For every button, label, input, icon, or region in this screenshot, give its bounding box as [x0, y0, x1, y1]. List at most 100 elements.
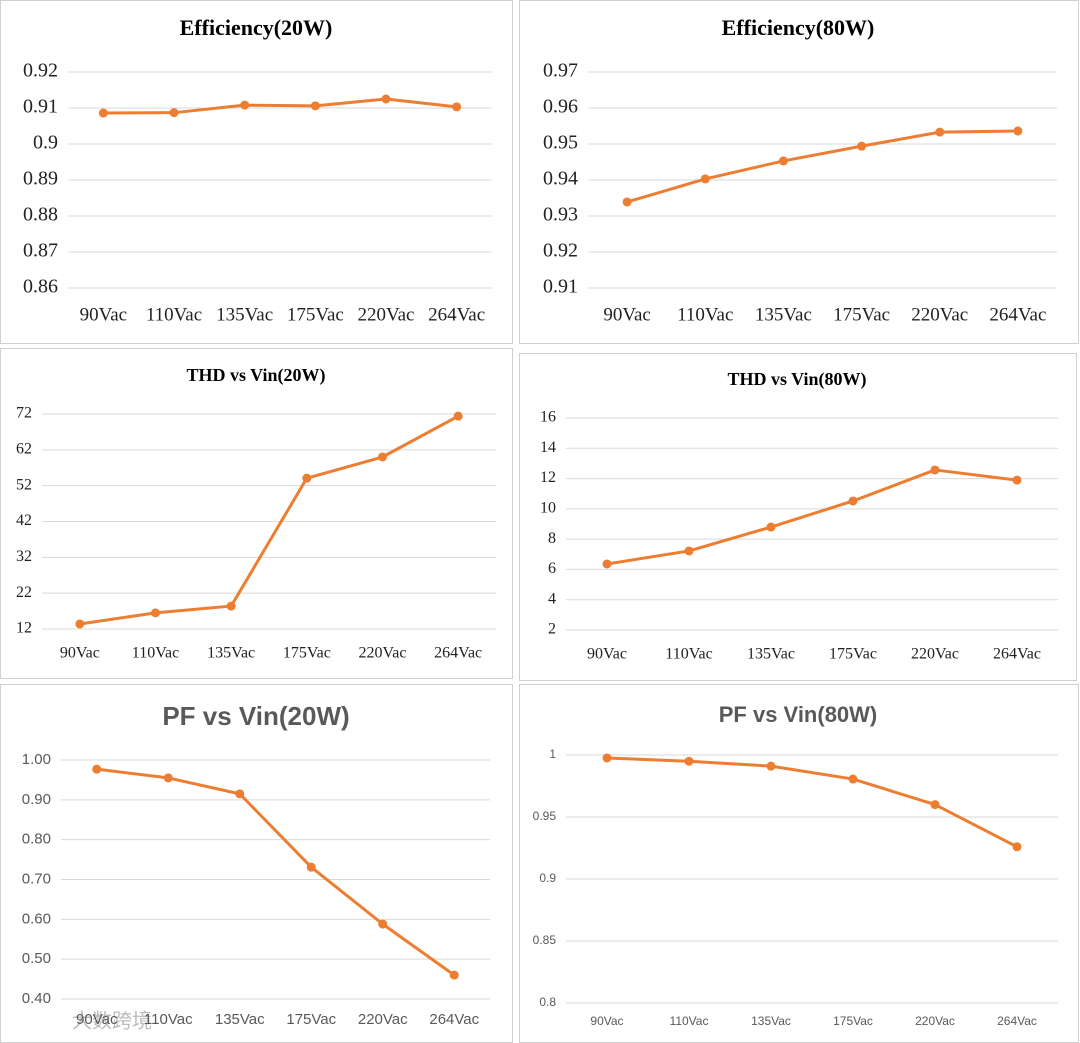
point	[151, 608, 160, 618]
y-tick-label: 0.80	[22, 831, 51, 848]
x-tick-label: 175Vac	[833, 1014, 873, 1028]
line	[79, 414, 459, 626]
y-tick-label: 0.87	[23, 240, 58, 262]
y-tick-label: 2	[548, 621, 556, 638]
point	[778, 156, 788, 166]
y-tick-label: 0.89	[23, 168, 58, 190]
x-tick-label: 135Vac	[216, 304, 273, 325]
y-tick-label: 16	[540, 409, 556, 426]
panel	[519, 684, 1079, 1043]
point	[766, 522, 776, 532]
y-tick-label: 0.92	[543, 240, 578, 262]
point	[684, 756, 694, 766]
point	[235, 789, 245, 799]
point	[240, 100, 250, 110]
point	[378, 452, 387, 462]
point	[98, 108, 108, 118]
point	[700, 174, 710, 184]
point	[1012, 842, 1022, 852]
x-tick-label: 135Vac	[755, 304, 812, 325]
line	[606, 468, 1018, 566]
point	[848, 774, 858, 784]
panel	[0, 0, 513, 344]
x-tick-label: 135Vac	[207, 645, 255, 662]
y-tick-label: 0.9	[539, 871, 556, 885]
x-tick-label: 264Vac	[997, 1014, 1037, 1028]
point	[226, 601, 236, 611]
x-tick-label: 220Vac	[359, 645, 407, 662]
x-tick-label: 110Vac	[665, 646, 712, 663]
y-tick-label: 0.90	[22, 791, 51, 808]
y-tick-label: 0.60	[22, 910, 51, 927]
y-tick-label: 8	[548, 530, 556, 547]
y-tick-label: 42	[16, 512, 32, 529]
point	[602, 559, 612, 569]
y-tick-label: 0.97	[543, 60, 578, 82]
x-tick-label: 135Vac	[747, 646, 795, 663]
point	[766, 761, 776, 771]
y-tick-label: 10	[540, 500, 556, 517]
x-tick-label: 135Vac	[751, 1014, 791, 1028]
x-tick-label: 110Vac	[132, 645, 179, 662]
y-tick-label: 0.8	[539, 995, 556, 1009]
x-tick-label: 90Vac	[80, 304, 127, 325]
chart-title: PF vs Vin(80W)	[719, 702, 878, 727]
x-tick-label: 220Vac	[911, 304, 968, 325]
x-tick-label: 264Vac	[434, 645, 482, 662]
x-tick-label: 110Vac	[670, 1014, 709, 1028]
point	[452, 102, 462, 112]
y-tick-label: 0.50	[22, 950, 51, 967]
point	[163, 773, 173, 783]
y-tick-label: 0.85	[533, 933, 557, 947]
y-tick-label: 52	[16, 476, 32, 493]
point	[1013, 126, 1023, 136]
x-tick-label: 90Vac	[603, 304, 650, 325]
point	[857, 141, 867, 151]
x-tick-label: 90Vac	[587, 646, 627, 663]
y-tick-label: 0.88	[23, 204, 58, 226]
point	[310, 101, 320, 111]
chart-title: THD vs Vin(80W)	[727, 369, 866, 390]
x-tick-label: 175Vac	[287, 304, 344, 325]
y-tick-label: 0.91	[543, 276, 578, 298]
line	[606, 756, 1018, 849]
x-tick-label: 175Vac	[833, 304, 890, 325]
point	[1012, 475, 1022, 485]
panel	[519, 0, 1079, 344]
y-tick-label: 22	[16, 584, 32, 601]
x-tick-label: 175Vac	[829, 646, 877, 663]
point	[378, 919, 388, 929]
y-tick-label: 0.96	[543, 96, 578, 118]
point	[848, 496, 858, 506]
y-tick-label: 72	[16, 405, 32, 422]
x-tick-label: 220Vac	[358, 1011, 408, 1028]
chart-title: PF vs Vin(20W)	[162, 701, 349, 731]
x-tick-label: 135Vac	[215, 1011, 265, 1028]
x-tick-label: 175Vac	[286, 1011, 336, 1028]
y-tick-label: 62	[16, 441, 32, 458]
panel	[0, 684, 513, 1043]
y-tick-label: 0.91	[23, 96, 58, 118]
point	[602, 753, 612, 763]
x-tick-label: 110Vac	[677, 304, 733, 325]
point	[930, 800, 940, 810]
line	[626, 129, 1018, 204]
y-tick-label: 0.70	[22, 870, 51, 887]
y-tick-label: 12	[540, 469, 556, 486]
chart-title: Efficiency(80W)	[722, 15, 875, 40]
y-tick-label: 0.86	[23, 276, 58, 298]
point	[169, 108, 179, 118]
x-tick-label: 90Vac	[60, 645, 100, 662]
x-tick-label: 264Vac	[993, 646, 1041, 663]
y-tick-label: 1.00	[22, 751, 51, 768]
point	[453, 411, 463, 421]
y-tick-label: 6	[548, 560, 556, 577]
point	[622, 197, 632, 207]
x-tick-label: 110Vac	[146, 304, 202, 325]
y-tick-label: 0.9	[33, 132, 58, 154]
y-tick-label: 12	[16, 620, 32, 637]
line	[103, 97, 457, 115]
x-tick-label: 264Vac	[428, 304, 485, 325]
y-tick-label: 4	[548, 590, 556, 607]
